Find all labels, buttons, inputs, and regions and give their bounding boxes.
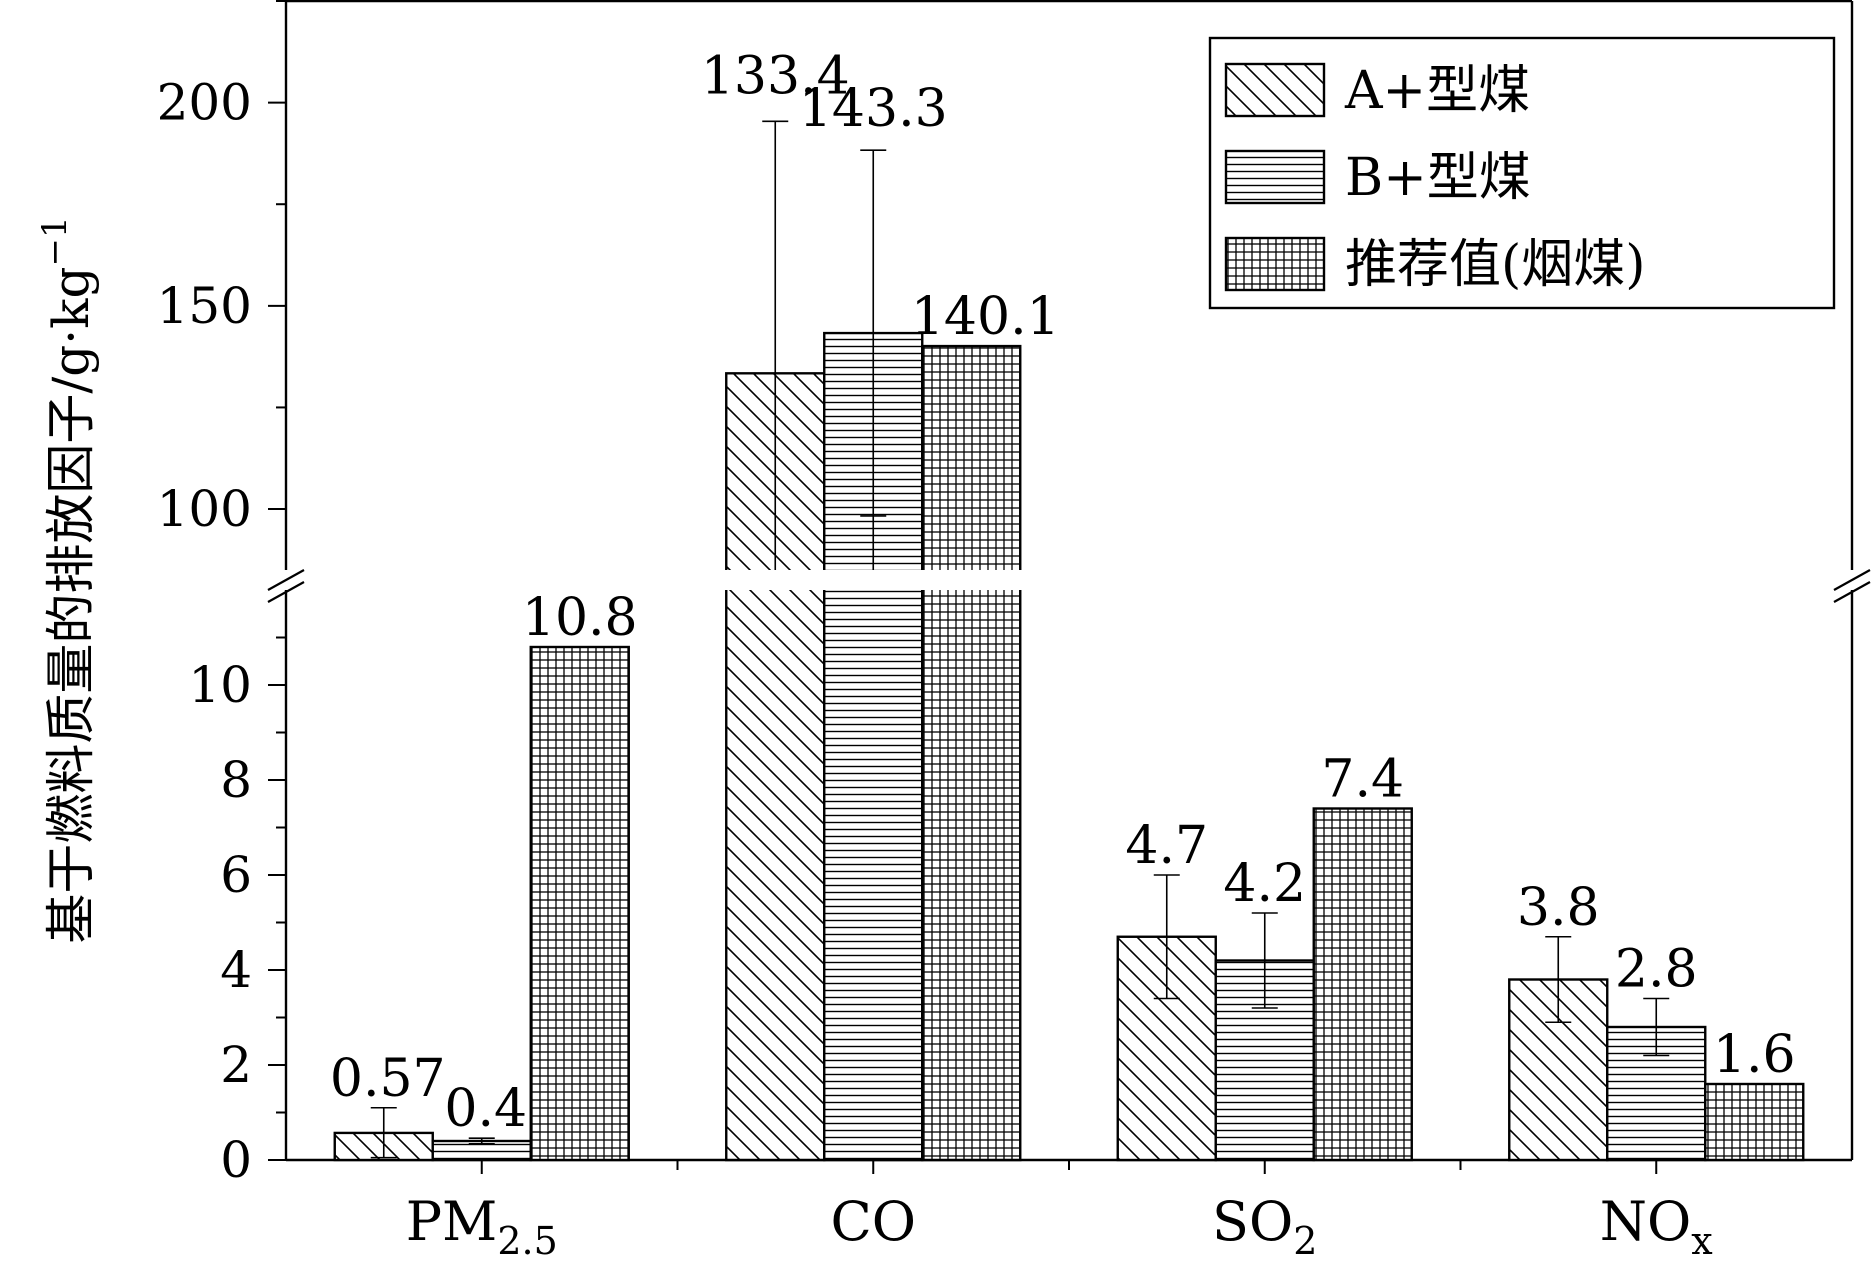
legend-label: B+型煤 xyxy=(1345,148,1531,208)
data-label: 0.4 xyxy=(444,1079,527,1139)
data-label: 140.1 xyxy=(911,287,1060,347)
tick-labels: 0 2 4 6 8 10 100 150 200 PM2.5 CO SO2 NOx xyxy=(157,74,1713,1263)
axis-break-mark xyxy=(1833,569,1871,591)
y-tick-label: 150 xyxy=(157,277,252,335)
axis-break-mark xyxy=(1833,581,1871,603)
bar xyxy=(1704,1082,1805,1162)
data-label: 2.8 xyxy=(1615,940,1698,1000)
y-tick-label: 2 xyxy=(220,1036,252,1094)
y-tick-label: 10 xyxy=(188,656,252,714)
bars xyxy=(333,120,1805,1162)
bar-upper-outline xyxy=(921,344,1022,570)
y-tick-label: 100 xyxy=(157,480,252,538)
x-tick-label: NOx xyxy=(1600,1190,1713,1263)
data-label: 143.3 xyxy=(799,79,948,139)
bar-lower-outline xyxy=(921,590,1022,1162)
bar xyxy=(529,645,630,1162)
data-label: 4.7 xyxy=(1125,816,1208,876)
x-tick-label: PM2.5 xyxy=(406,1190,558,1263)
y-tick-label: 8 xyxy=(220,751,252,809)
axis-break-mark xyxy=(267,569,305,591)
data-label: 10.8 xyxy=(522,588,638,648)
bar-lower-segment xyxy=(726,590,825,1160)
bar-lower-segment xyxy=(824,590,923,1160)
y-tick-label: 0 xyxy=(220,1131,252,1189)
data-label: 0.57 xyxy=(330,1049,446,1109)
y-axis-title: 基于燃料质量的排放因子/g·kg−1 xyxy=(35,216,100,943)
axis-break-mark xyxy=(267,581,305,603)
data-label: 4.2 xyxy=(1223,854,1306,914)
y-tick-label: 200 xyxy=(157,74,252,132)
y-tick-label: 6 xyxy=(220,846,252,904)
legend-label: A+型煤 xyxy=(1344,61,1530,121)
data-label: 1.6 xyxy=(1713,1025,1796,1085)
bar-lower-segment xyxy=(922,590,1021,1160)
legend-swatch xyxy=(1224,62,1326,118)
y-tick-label: 4 xyxy=(220,941,252,999)
data-label: 133.4 xyxy=(701,46,850,106)
y-axis-label: 基于燃料质量的排放因子/g·kg−1 xyxy=(35,216,100,943)
legend-swatch xyxy=(1224,236,1326,292)
data-label: 7.4 xyxy=(1321,750,1404,810)
bar xyxy=(1312,807,1413,1162)
bar-upper-segment xyxy=(922,346,1021,570)
data-label: 3.8 xyxy=(1517,878,1600,938)
x-tick-label: CO xyxy=(830,1190,916,1253)
legend-label: 推荐值(烟煤) xyxy=(1345,235,1646,295)
x-tick-label: SO2 xyxy=(1212,1190,1317,1263)
legend-swatch xyxy=(1224,149,1326,205)
